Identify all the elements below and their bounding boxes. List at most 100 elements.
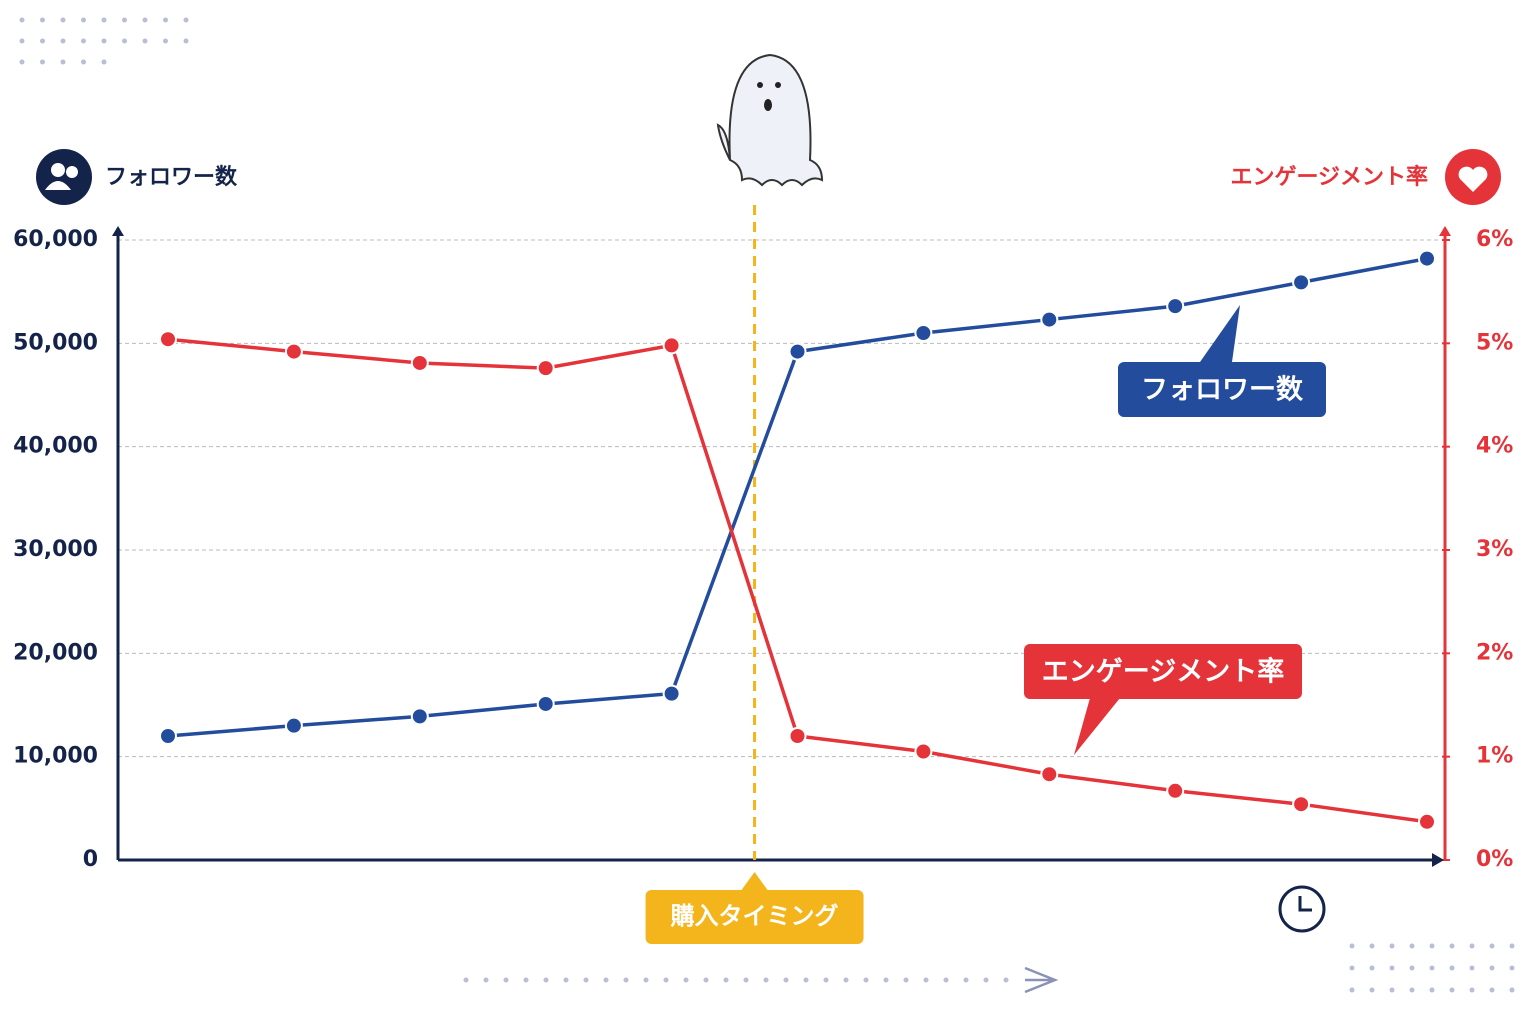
point [1040, 310, 1059, 329]
dot [1349, 987, 1355, 993]
dot [1509, 987, 1515, 993]
point [536, 694, 555, 713]
y-tick-label: 30,000 [13, 537, 98, 562]
dot [703, 977, 709, 983]
dot [142, 38, 148, 44]
dot [1349, 965, 1355, 971]
y-tick-label: 0 [83, 847, 98, 872]
dot [603, 977, 609, 983]
dot [683, 977, 689, 983]
dot [1389, 943, 1395, 949]
dot [40, 17, 45, 23]
y2-tick-label: 6% [1476, 227, 1513, 252]
y2-tick-label: 3% [1476, 537, 1513, 562]
dot [1409, 943, 1415, 949]
ghost-icon [716, 53, 824, 187]
dot [122, 38, 127, 44]
dot [1003, 977, 1009, 983]
dot [81, 17, 86, 23]
y-tick-label: 60,000 [13, 227, 98, 252]
dot [163, 17, 168, 23]
dot [1489, 987, 1495, 993]
followers-icon-body [45, 181, 71, 190]
dot [743, 977, 749, 983]
clock-icon [1278, 885, 1326, 933]
y2-tick-label: 4% [1476, 434, 1513, 459]
point [410, 353, 429, 372]
annotation: 購入タイミング [671, 902, 839, 930]
dot [1349, 943, 1355, 949]
x-axis-arrow [1432, 853, 1444, 867]
dot [483, 977, 489, 983]
point [914, 742, 933, 761]
dot [523, 977, 529, 983]
dot [81, 38, 86, 44]
followers-icon-head [51, 163, 65, 177]
y-tick-label: 10,000 [13, 744, 98, 769]
dot [1409, 965, 1415, 971]
point [788, 727, 807, 745]
dot [723, 977, 729, 983]
dot [101, 38, 107, 44]
point [662, 684, 681, 703]
dot [1369, 987, 1375, 993]
point [284, 716, 303, 735]
y-axis-arrow [112, 226, 124, 236]
dot [1449, 965, 1455, 971]
point [662, 336, 681, 355]
dot [60, 38, 66, 44]
dot [1469, 965, 1475, 971]
dot [1429, 965, 1435, 971]
point [284, 342, 303, 361]
dot [863, 977, 869, 983]
dot [823, 977, 829, 983]
legend-label: フォロワー数 [1141, 375, 1304, 406]
dot [843, 977, 849, 983]
point [1166, 297, 1185, 316]
dot [1389, 965, 1395, 971]
dot [583, 977, 589, 983]
callout-tail [1074, 698, 1120, 755]
y2-tick-label: 5% [1476, 330, 1513, 355]
legend-label: エンゲージメント率 [1042, 656, 1284, 688]
dot [1469, 943, 1475, 949]
ghost-eye [757, 82, 763, 88]
dot [1509, 965, 1515, 971]
point [1292, 795, 1311, 814]
dot [142, 17, 148, 23]
dot [543, 977, 549, 983]
dot [623, 977, 629, 983]
point [1040, 765, 1059, 784]
dot [903, 977, 909, 983]
point [1418, 812, 1436, 831]
dot [183, 38, 189, 44]
y2-axis-arrow [1439, 226, 1451, 236]
ghost-mouth [764, 99, 772, 111]
y-tick-label: 50,000 [13, 330, 98, 355]
dot [1429, 943, 1435, 949]
dot [783, 977, 789, 983]
clock-hands [1298, 896, 1312, 912]
dot [1489, 943, 1495, 949]
y2-tick-label: 0% [1476, 847, 1513, 872]
dot [1409, 987, 1415, 993]
point [159, 727, 177, 745]
dot [983, 977, 989, 983]
point [1418, 249, 1436, 268]
followers-icon-head2 [66, 166, 78, 178]
dot [943, 977, 949, 983]
dot [1449, 987, 1455, 993]
point [1166, 781, 1185, 800]
dot [503, 977, 509, 983]
dot [183, 17, 189, 23]
y-axis-title: フォロワー数 [105, 164, 238, 190]
dot [1369, 943, 1375, 949]
y2-tick-label: 2% [1476, 640, 1513, 665]
dot [101, 17, 107, 23]
dot [1369, 965, 1375, 971]
dot [60, 17, 66, 23]
arrow [1024, 966, 1059, 994]
dot [883, 977, 889, 983]
y-tick-label: 40,000 [13, 434, 98, 459]
